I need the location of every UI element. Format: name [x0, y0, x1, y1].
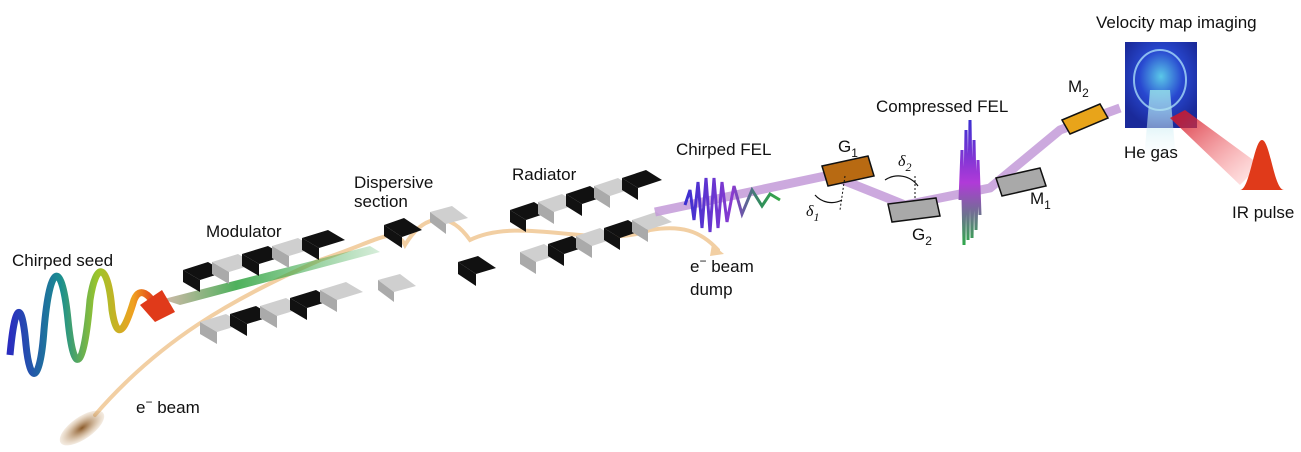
radiator-magnets [510, 170, 672, 274]
label-g2: G2 [912, 225, 932, 248]
label-chirped-seed: Chirped seed [12, 251, 113, 270]
e-beam-path [93, 217, 720, 417]
grating-g1 [821, 155, 875, 187]
electron-bunch [59, 410, 105, 446]
chirped-seed-wave [6, 268, 159, 377]
grating-g2 [887, 197, 941, 223]
label-dispersive: Dispersive [354, 173, 433, 192]
ir-pulse-shape [1240, 140, 1284, 190]
seed-arrow [140, 290, 175, 322]
delta1-normal [839, 175, 846, 211]
label-g1: G1 [838, 137, 858, 160]
label-vmi: Velocity map imaging [1096, 13, 1257, 32]
label-e-beam-dump: e− beam [690, 254, 754, 276]
delta1-arc [814, 194, 843, 204]
he-gas-jet [1144, 90, 1176, 160]
ir-beam [1170, 110, 1260, 185]
label-radiator: Radiator [512, 165, 577, 184]
label-section: section [354, 192, 408, 211]
chirped-fel-wave [683, 177, 781, 233]
label-ir-pulse: IR pulse [1232, 203, 1294, 222]
label-chirped-fel: Chirped FEL [676, 140, 771, 159]
label-m2: M2 [1068, 77, 1089, 100]
modulator-magnets [183, 230, 363, 344]
label-modulator: Modulator [206, 222, 282, 241]
label-m1: M1 [1030, 189, 1051, 212]
label-e-beam: e− beam [136, 395, 200, 417]
label-delta1: δ1 [806, 203, 819, 224]
compressed-fel-wave [958, 119, 982, 246]
e-beam-dump-arrow [710, 244, 724, 256]
label-dump: dump [690, 280, 733, 299]
label-he-gas: He gas [1124, 143, 1178, 162]
label-delta2: δ2 [898, 153, 911, 174]
dispersive-section-magnets [378, 206, 496, 302]
delta2-arc [884, 175, 919, 187]
mirror-m2 [1060, 103, 1110, 135]
label-compressed-fel: Compressed FEL [876, 97, 1008, 116]
mirror-m1 [995, 167, 1047, 197]
